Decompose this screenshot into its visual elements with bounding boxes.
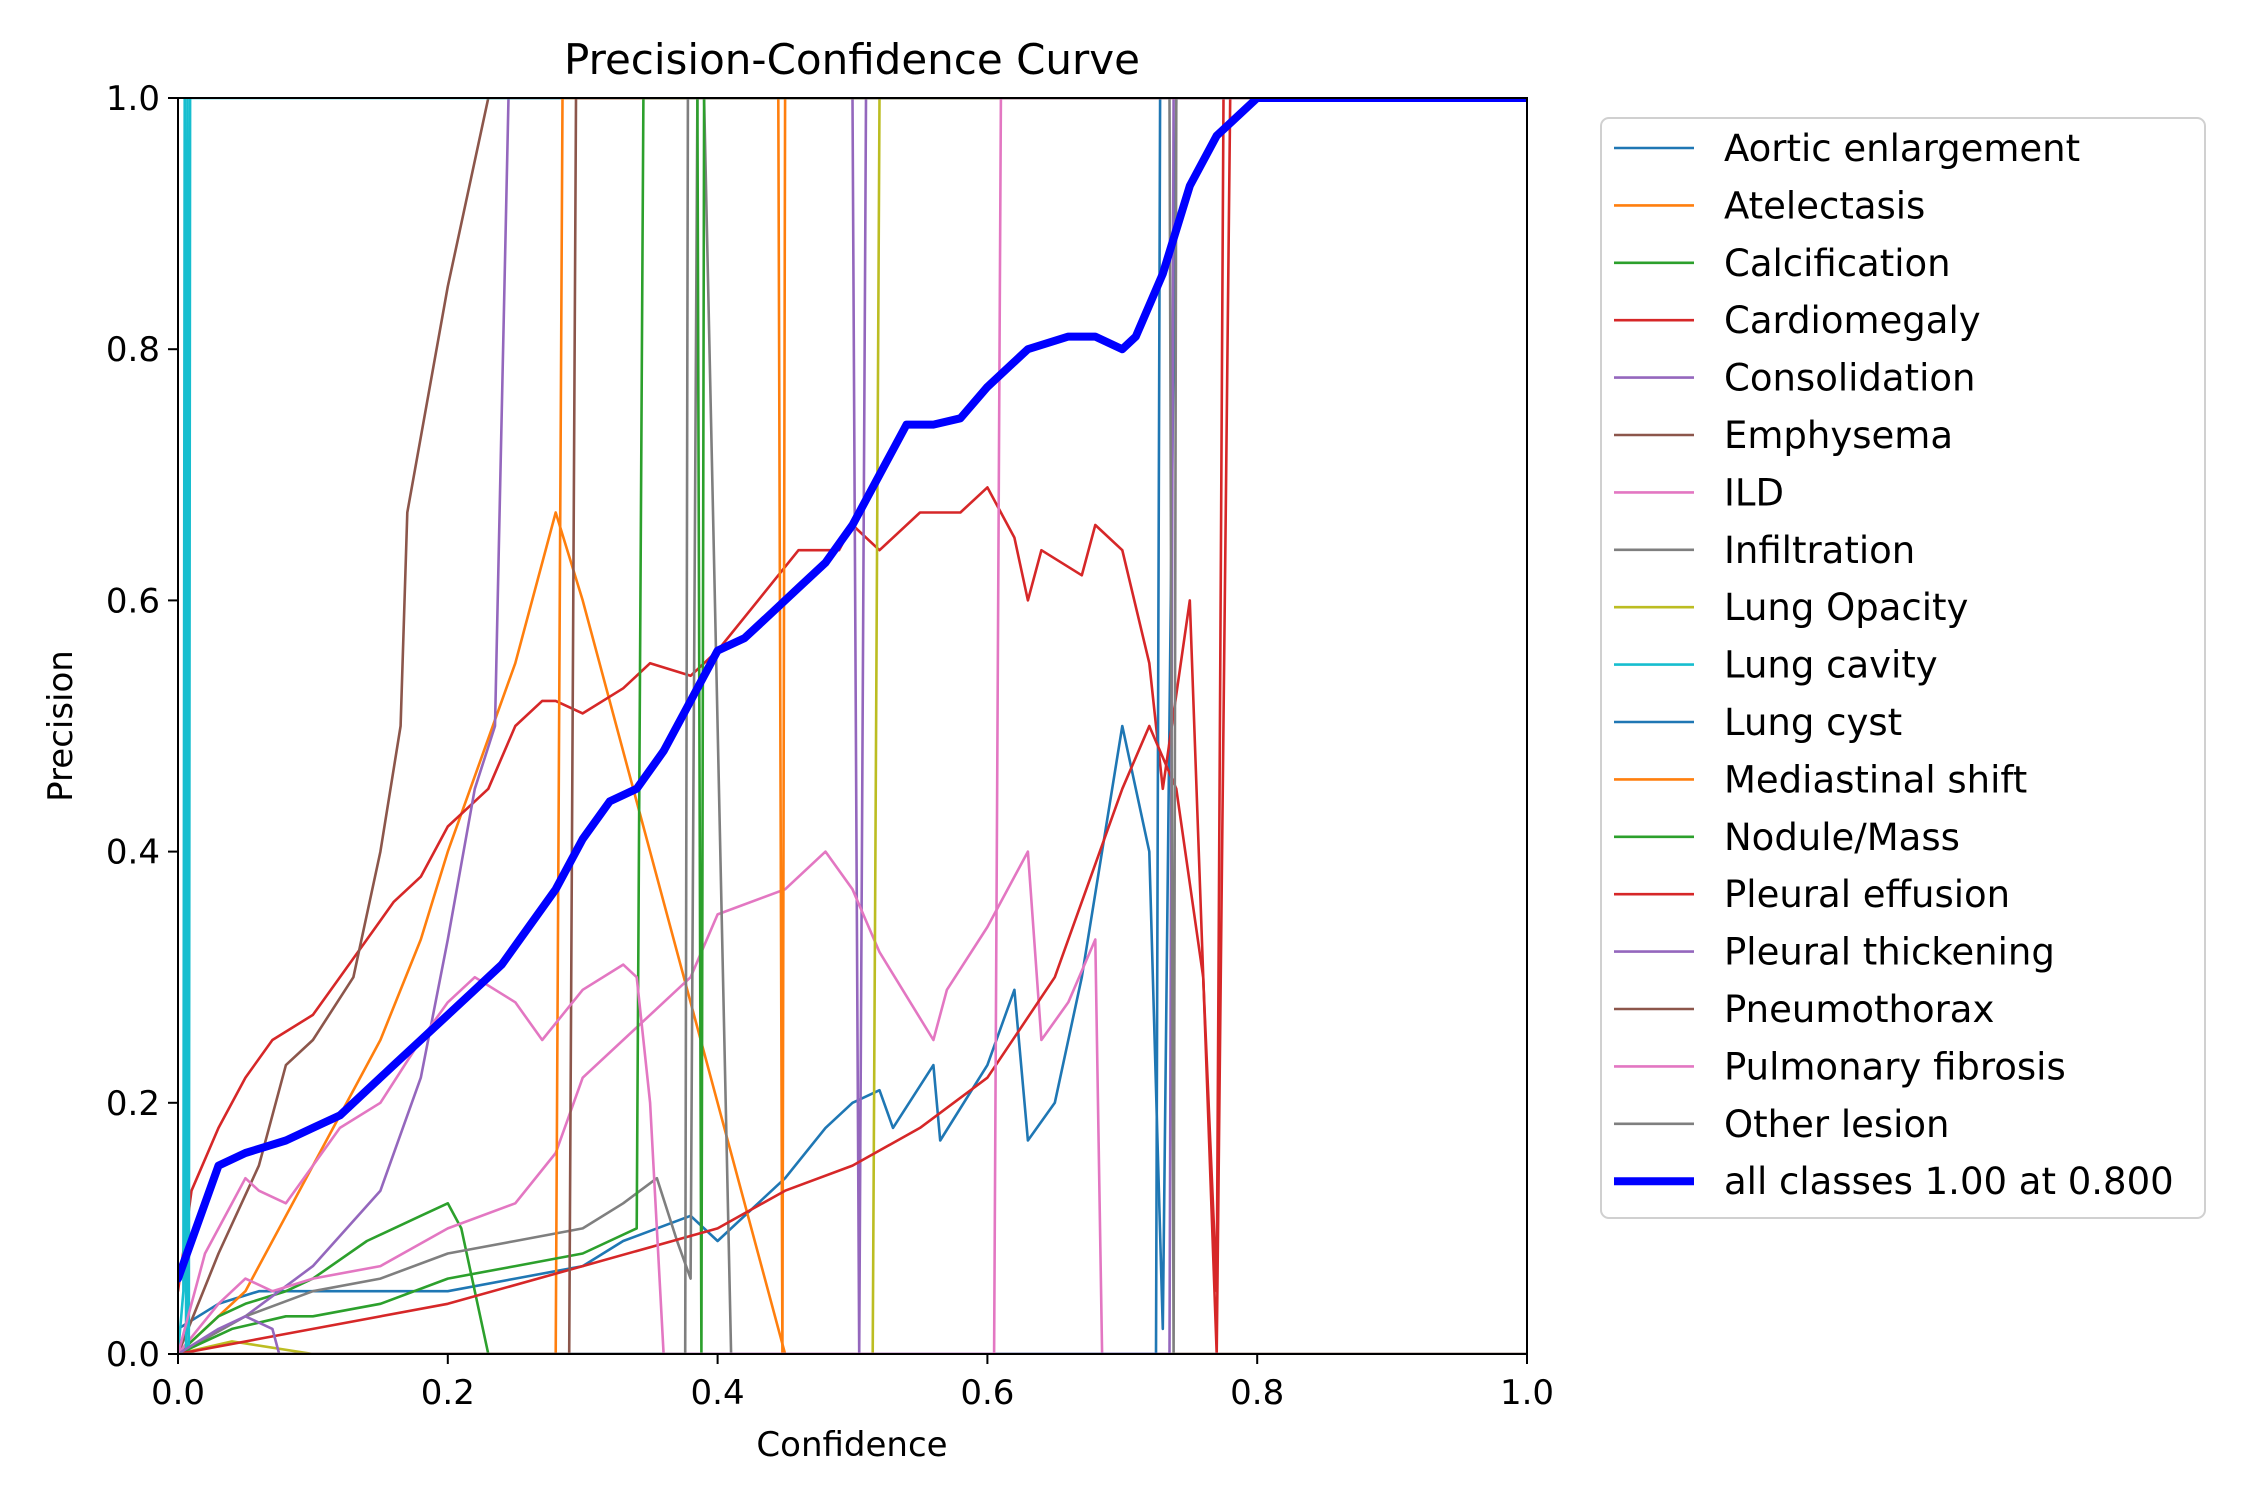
series-line-pleural-effusion (178, 98, 1527, 1354)
x-tick-label: 0.4 (691, 1373, 745, 1413)
y-tick-label: 0.4 (106, 833, 160, 873)
series-line-other-lesion (178, 98, 1527, 1354)
y-tick-label: 0.6 (106, 581, 160, 621)
legend-label-ild: ILD (1724, 471, 1784, 514)
legend-box (1600, 117, 2206, 1219)
series-line-infiltration (178, 98, 1527, 1354)
y-tick-label: 1.0 (106, 79, 160, 119)
series-line-pulmonary-fibrosis (178, 98, 1527, 1354)
legend-label-cardiomegaly: Cardiomegaly (1724, 299, 1981, 342)
legend-label-emphysema: Emphysema (1724, 414, 1953, 457)
series-line-nodule-mass (178, 98, 1527, 1354)
legend-label-nodule-mass: Nodule/Mass (1724, 816, 1960, 859)
series-line-consolidation (178, 98, 1527, 1354)
series-line-ild (178, 850, 1527, 1354)
legend-label-pulmonary-fibrosis: Pulmonary fibrosis (1724, 1045, 2066, 1088)
legend-label-lung-cavity: Lung cavity (1724, 644, 1938, 687)
plot-lines (178, 98, 1527, 1354)
series-line-atelectasis (178, 511, 1527, 1354)
legend-label-atelectasis: Atelectasis (1724, 184, 1925, 227)
legend-label-mediastinal-shift: Mediastinal shift (1724, 758, 2027, 801)
legend-label-all-classes-1-00-at-0-800: all classes 1.00 at 0.800 (1724, 1160, 2174, 1203)
plot-frame (177, 97, 1528, 1355)
series-line-lung-cavity (178, 98, 1527, 1354)
x-tick-label: 0.8 (1230, 1373, 1284, 1413)
legend-label-other-lesion: Other lesion (1724, 1103, 1950, 1146)
legend-label-lung-opacity: Lung Opacity (1724, 586, 1968, 629)
x-tick-label: 0.6 (960, 1373, 1014, 1413)
series-line-aortic-enlargement (178, 98, 1527, 1331)
y-tick-label: 0.8 (106, 330, 160, 370)
series-line-lung-opacity (178, 98, 1527, 1354)
y-tick-label: 0.0 (106, 1335, 160, 1375)
y-tick-label: 0.2 (106, 1084, 160, 1124)
x-axis: 0.0 0.2 0.4 0.6 0.8 1.0 (151, 1354, 1554, 1413)
y-axis: 0.0 0.2 0.4 0.6 0.8 1.0 (106, 79, 178, 1375)
series-line-calcification (178, 1202, 1527, 1354)
legend-label-lung-cyst: Lung cyst (1724, 701, 1902, 744)
legend-label-pneumothorax: Pneumothorax (1724, 988, 1994, 1031)
legend-label-consolidation: Consolidation (1724, 357, 1975, 400)
series-line-all-classes-1-00-at-0-800 (178, 98, 1527, 1283)
legend-label-pleural-effusion: Pleural effusion (1724, 873, 2010, 916)
legend-label-aortic-enlargement: Aortic enlargement (1724, 127, 2080, 170)
x-tick-label: 0.2 (421, 1373, 475, 1413)
legend-label-infiltration: Infiltration (1724, 529, 1915, 572)
series-line-pleural-thickening (178, 98, 1527, 1354)
legend-label-calcification: Calcification (1724, 242, 1951, 285)
legend: Aortic enlargement Atelectasis Calcificati… (1600, 117, 2206, 1219)
x-tick-label: 1.0 (1500, 1373, 1554, 1413)
legend-label-pleural-thickening: Pleural thickening (1724, 931, 2055, 974)
y-axis-label: Precision (41, 650, 81, 802)
chart-title: Precision-Confidence Curve (564, 35, 1140, 84)
x-tick-label: 0.0 (151, 1373, 205, 1413)
x-axis-label: Confidence (756, 1425, 947, 1465)
